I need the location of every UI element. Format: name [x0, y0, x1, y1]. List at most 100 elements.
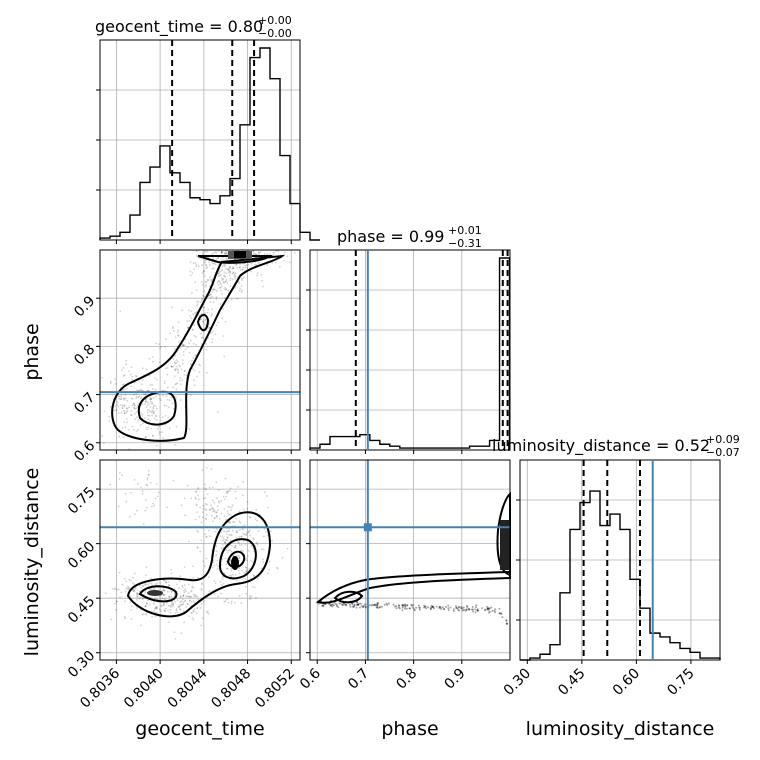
sample-point [385, 602, 388, 605]
sample-point [211, 341, 214, 344]
sample-point [179, 604, 182, 606]
sample-point [224, 477, 227, 480]
sample-point [214, 263, 217, 266]
sample-point [192, 342, 195, 345]
sample-point [240, 285, 243, 287]
sample-point [232, 266, 234, 268]
sample-point [140, 383, 143, 386]
sample-point [154, 607, 156, 610]
sample-point [242, 268, 244, 271]
sample-point [223, 252, 226, 255]
sample-point [187, 592, 190, 595]
sample-point [206, 371, 208, 374]
sample-point [186, 595, 189, 597]
sample-point [227, 546, 230, 549]
sample-point [122, 367, 125, 369]
sample-point [219, 273, 222, 276]
sample-point [425, 607, 428, 610]
sample-point [222, 308, 224, 310]
sample-point [101, 377, 104, 379]
sample-point [168, 584, 170, 587]
sample-point [464, 609, 467, 612]
sample-point [204, 250, 206, 253]
sample-point [365, 606, 367, 609]
sample-point [410, 604, 413, 607]
sample-point [218, 500, 220, 503]
sample-point [163, 382, 166, 385]
sample-point [278, 265, 281, 268]
sample-point [357, 603, 360, 606]
phase-title-lower: −0.31 [448, 237, 482, 250]
sample-point [248, 595, 251, 597]
sample-point [234, 272, 237, 275]
sample-point [225, 495, 228, 498]
sample-point [153, 417, 156, 420]
sample-point [343, 602, 346, 605]
sample-point [114, 609, 117, 611]
sample-point [181, 359, 184, 361]
sample-point [133, 479, 136, 481]
sample-point [155, 606, 157, 609]
sample-point [173, 361, 176, 364]
sample-point [226, 539, 229, 542]
sample-point [190, 589, 193, 592]
sample-point [337, 606, 340, 609]
sample-point [494, 608, 497, 611]
sample-point [335, 603, 338, 606]
sample-point [191, 368, 194, 370]
contour-line [126, 511, 272, 618]
sample-point [208, 327, 211, 330]
sample-point [214, 333, 217, 336]
sample-point [223, 600, 226, 603]
sample-point [195, 300, 198, 303]
sample-point [499, 612, 502, 615]
sample-point [152, 407, 155, 410]
sample-point [191, 328, 194, 331]
sample-point [228, 270, 231, 272]
sample-point [293, 252, 296, 254]
sample-point [146, 401, 149, 404]
sample-point [257, 530, 260, 533]
sample-point [152, 435, 154, 438]
sample-point [457, 608, 460, 611]
sample-point [139, 397, 142, 400]
sample-point [131, 605, 133, 608]
y-tick-label: 0.6 [71, 438, 98, 465]
sample-point [163, 588, 165, 590]
sample-point [155, 607, 158, 610]
sample-point [229, 277, 232, 280]
sample-point [246, 532, 248, 534]
sample-point [207, 279, 210, 282]
sample-point [118, 471, 121, 474]
sample-point [376, 606, 379, 609]
sample-point [235, 531, 238, 534]
sample-point [150, 398, 153, 401]
sample-point [190, 339, 192, 342]
sample-point [151, 402, 154, 404]
sample-point [228, 521, 231, 524]
sample-point [196, 607, 199, 609]
sample-point [135, 375, 138, 378]
sample-point [201, 469, 204, 471]
sample-point [201, 251, 204, 254]
sample-point [234, 276, 236, 278]
sample-point [144, 605, 147, 607]
y-tick-label: 0.7 [71, 390, 98, 417]
sample-point [275, 250, 278, 253]
sample-point [226, 510, 229, 512]
x-axis-label-phase: phase [381, 718, 438, 740]
sample-point [118, 571, 121, 574]
sample-point [159, 581, 161, 584]
sample-point [228, 274, 231, 277]
sample-point [207, 279, 209, 281]
sample-point [146, 404, 149, 407]
sample-point [237, 485, 239, 488]
sample-point [116, 588, 118, 591]
sample-point [121, 427, 124, 429]
sample-point [206, 610, 209, 613]
sample-point [240, 291, 243, 293]
sample-point [246, 267, 249, 269]
sample-point [219, 286, 222, 289]
sample-point [140, 396, 143, 398]
sample-point [211, 289, 214, 291]
